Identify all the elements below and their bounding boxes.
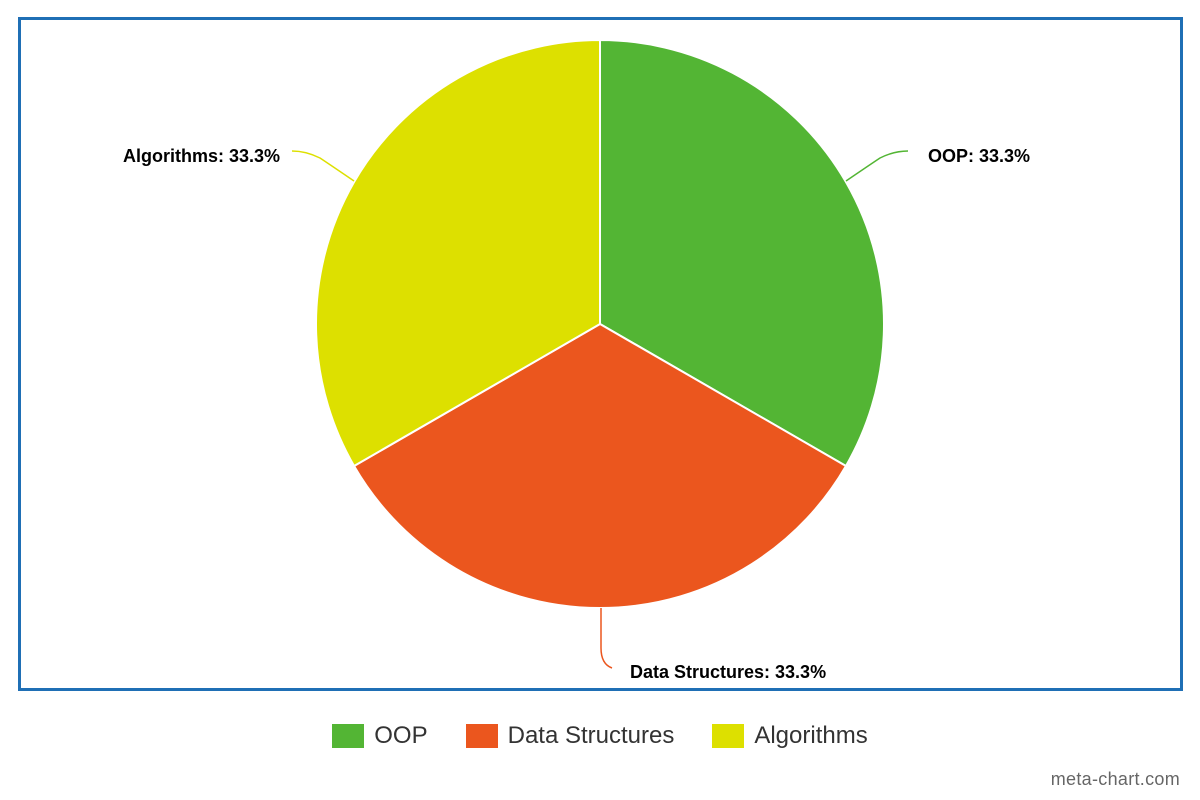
legend-item-data-structures[interactable]: Data Structures (465, 722, 675, 750)
legend-swatch-data-structures (465, 724, 498, 748)
pie-slice-algorithms[interactable] (315, 38, 601, 468)
slice-label-algorithms: Algorithms: 33.3% (123, 146, 280, 166)
slice-label-data-structures: Data Structures: 33.3% (630, 662, 826, 682)
legend-swatch-algorithms (712, 724, 745, 748)
legend-swatch-oop (332, 724, 365, 748)
legend-item-algorithms[interactable]: Algorithms (712, 722, 868, 750)
watermark: meta-chart.com (1050, 769, 1180, 789)
chart-frame (18, 17, 1183, 691)
pie-slice-data-structures[interactable] (352, 322, 848, 609)
connector-data-structures (600, 608, 613, 669)
connector-algorithms (291, 150, 355, 182)
legend-item-oop[interactable]: OOP (332, 722, 428, 750)
pie-slice-oop[interactable] (599, 38, 885, 468)
legend-label-data-structures: Data Structures (507, 722, 675, 749)
legend-label-algorithms: Algorithms (754, 722, 868, 749)
slice-label-oop: OOP: 33.3% (928, 146, 1030, 166)
legend-label-oop: OOP (374, 722, 428, 749)
chart-legend: OOP Data Structures Algorithms (0, 722, 1200, 750)
connector-oop (845, 150, 909, 182)
